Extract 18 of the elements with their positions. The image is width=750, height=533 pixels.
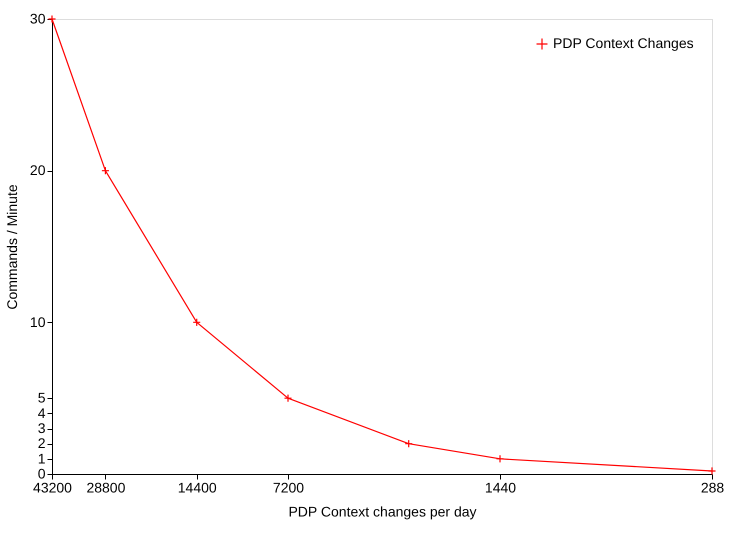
x-tick-label: 288 <box>700 480 724 496</box>
y-tick-label: 3 <box>38 420 46 436</box>
y-tick-label: 10 <box>30 314 46 330</box>
y-tick-label: 20 <box>30 162 46 178</box>
x-tick-label: 28800 <box>86 480 126 496</box>
x-tick-label: 43200 <box>33 480 72 496</box>
y-axis-title: Commands / Minute <box>4 184 20 310</box>
x-axis-title: PDP Context changes per day <box>288 504 477 520</box>
y-tick-label: 5 <box>38 390 46 406</box>
y-tick-label: 30 <box>30 10 46 26</box>
legend-label: PDP Context Changes <box>553 35 694 51</box>
y-tick-label: 1 <box>38 450 46 466</box>
x-tick-label: 7200 <box>272 480 304 496</box>
y-tick-label: 4 <box>38 404 46 421</box>
y-tick-label: 0 <box>38 466 46 482</box>
y-tick-label: 2 <box>38 435 46 452</box>
x-tick-label: 14400 <box>178 480 217 496</box>
x-tick-label: 1440 <box>484 480 516 496</box>
